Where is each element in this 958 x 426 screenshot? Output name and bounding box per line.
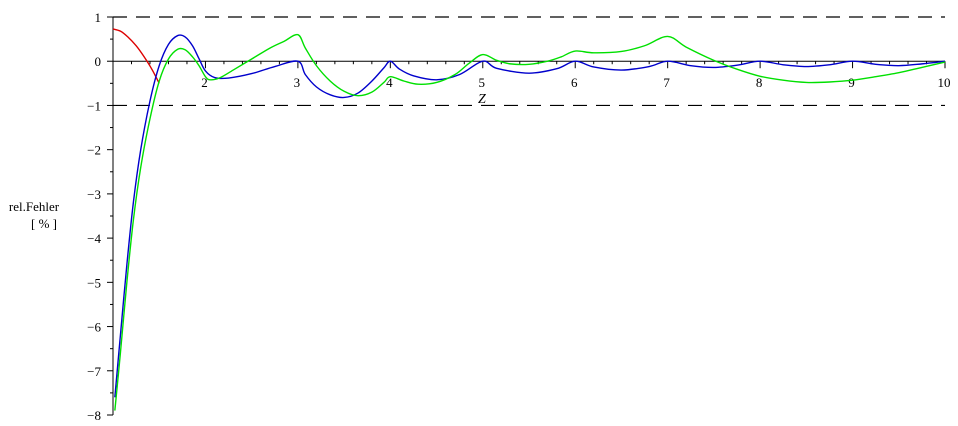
x-axis-label: Z xyxy=(478,92,486,107)
x-tick-label: 10 xyxy=(938,75,951,90)
y-axis-label-line2: [ % ] xyxy=(31,216,57,231)
series-layer xyxy=(112,28,946,411)
x-tick-label: 7 xyxy=(663,75,670,90)
x-tick-label: 8 xyxy=(756,75,763,90)
series-line-3 xyxy=(114,33,946,411)
y-tick-label: −7 xyxy=(87,364,101,379)
series-line-2 xyxy=(114,34,946,398)
x-tick-label: 9 xyxy=(848,75,855,90)
x-tick-label: 5 xyxy=(479,75,486,90)
y-tick-label: −5 xyxy=(87,275,101,290)
y-tick-label: −3 xyxy=(87,187,101,202)
x-tick-label: 3 xyxy=(294,75,301,90)
x-tick-label: 6 xyxy=(571,75,578,90)
series-line-1 xyxy=(112,28,160,84)
y-axis-label-line1: rel.Fehler xyxy=(9,199,60,214)
y-tick-label: −4 xyxy=(87,231,101,246)
y-tick-label: −2 xyxy=(87,143,101,158)
y-tick-label: −1 xyxy=(87,98,101,113)
reference-lines xyxy=(113,16,945,107)
y-tick-label: −8 xyxy=(87,408,101,423)
y-tick-label: −6 xyxy=(87,320,101,335)
y-tick-label: 1 xyxy=(95,10,102,25)
ticks: 10−1−2−3−4−5−6−7−82 3 4 5 6 7 8 9 10 xyxy=(87,10,950,423)
x-tick-label: 2 xyxy=(201,75,208,90)
x-tick-label: 4 xyxy=(386,75,393,90)
y-tick-label: 0 xyxy=(95,54,102,69)
